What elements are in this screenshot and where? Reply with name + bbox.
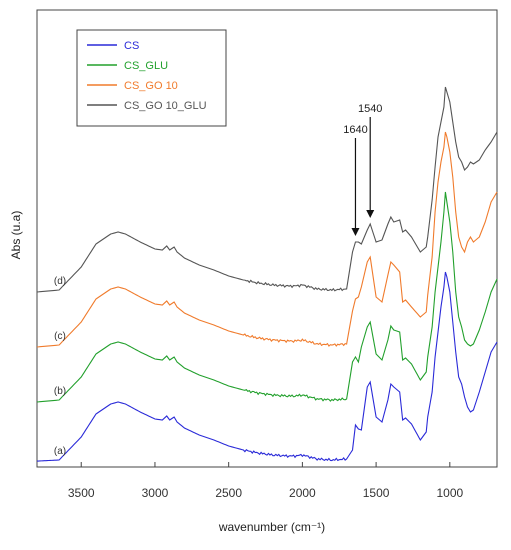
series-line-b	[36, 191, 498, 403]
legend-box	[76, 29, 227, 127]
curve-label-c: (c)	[54, 331, 66, 342]
annotation-label: 1540	[358, 103, 382, 115]
x-tick-label: 2000	[289, 486, 316, 500]
legend-label: CS_GO 10_GLU	[124, 100, 207, 112]
legend: CS CS_GLU CS_GO 10 CS_GO 10_GLU	[76, 29, 227, 127]
annotation-arrow-head	[351, 228, 360, 236]
curve-labels: (a) (b) (c) (d)	[54, 276, 66, 457]
x-ticks: 3500 3000 2500 2000 1500 1000	[68, 462, 463, 500]
curve-label-d: (d)	[54, 276, 66, 287]
x-tick-label: 2500	[215, 486, 242, 500]
curve-label-a: (a)	[54, 446, 66, 457]
peak-annotations: 1640 1540	[343, 103, 382, 236]
series-line-c	[36, 131, 498, 348]
x-tick-label: 1000	[436, 486, 463, 500]
x-axis-title: wavenumber (cm⁻¹)	[218, 520, 325, 534]
annotation-label: 1640	[343, 124, 367, 136]
legend-label: CS_GO 10	[124, 80, 178, 92]
legend-label: CS	[124, 40, 139, 52]
y-axis-title: Abs (u.a)	[9, 211, 23, 260]
series-line-d	[36, 86, 498, 293]
annotation-arrow-head	[366, 210, 375, 218]
x-tick-label: 3000	[142, 486, 169, 500]
legend-items: CS CS_GLU CS_GO 10 CS_GO 10_GLU	[87, 40, 207, 112]
spectra	[36, 86, 498, 462]
series-line-a	[36, 271, 498, 462]
legend-label: CS_GLU	[124, 60, 168, 72]
x-tick-label: 3500	[68, 486, 95, 500]
x-tick-label: 1500	[363, 486, 390, 500]
curve-label-b: (b)	[54, 386, 66, 397]
